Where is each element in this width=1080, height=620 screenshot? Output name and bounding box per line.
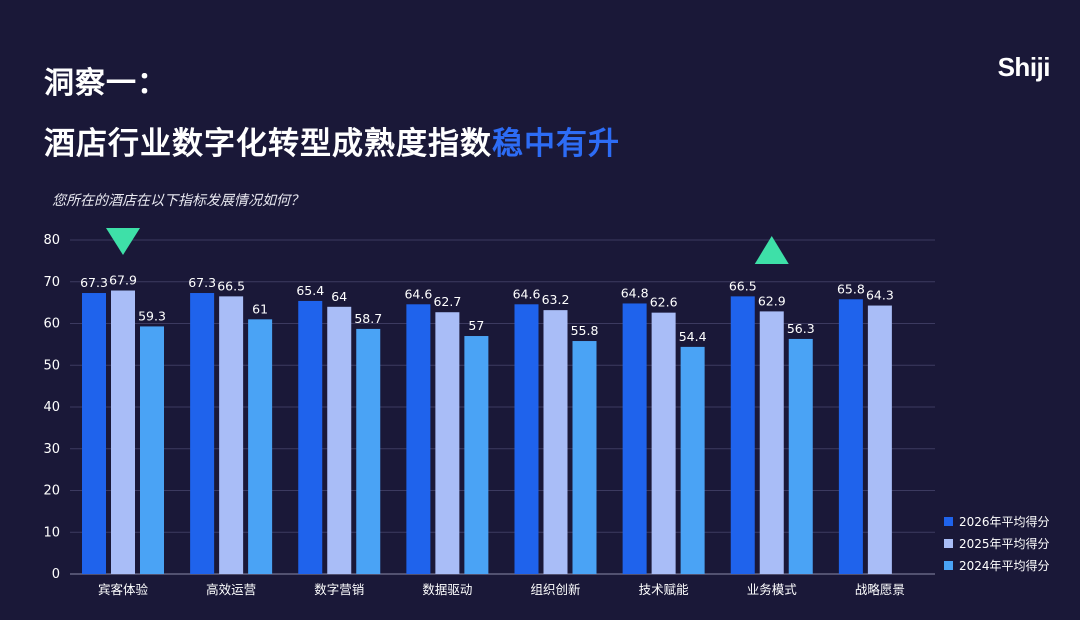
y-tick-label: 60	[43, 317, 60, 332]
data-label: 66.5	[729, 278, 757, 293]
bar	[82, 293, 106, 574]
x-tick-label: 数字营销	[314, 582, 364, 597]
legend-swatch	[944, 560, 953, 570]
data-label: 64.6	[513, 286, 541, 301]
legend-item: 2024年平均得分	[944, 554, 1050, 576]
data-label: 55.8	[571, 323, 599, 338]
y-tick-label: 20	[43, 484, 60, 499]
bar	[406, 304, 431, 574]
bar	[867, 305, 892, 574]
bar	[514, 304, 539, 574]
bar	[730, 296, 755, 574]
data-label: 66.5	[217, 278, 245, 293]
bar	[543, 310, 568, 574]
x-tick-label: 业务模式	[747, 582, 798, 597]
bar	[140, 326, 164, 574]
bar	[464, 336, 489, 574]
bar	[651, 312, 676, 574]
bar	[572, 341, 597, 574]
title-main-text: 酒店行业数字化转型成熟度指数	[44, 126, 492, 162]
data-label: 67.3	[80, 275, 108, 290]
data-label: 67.9	[109, 273, 137, 288]
data-label: 64.6	[404, 286, 432, 301]
data-label: 62.6	[650, 295, 678, 310]
title-highlight-text: 稳中有升	[492, 126, 620, 162]
bar	[788, 338, 813, 574]
y-tick-label: 30	[43, 442, 60, 457]
bar	[298, 300, 323, 574]
data-label: 65.8	[837, 281, 865, 296]
y-tick-label: 70	[43, 275, 60, 290]
data-label: 63.2	[542, 292, 570, 307]
x-tick-label: 技术赋能	[639, 582, 690, 597]
bar	[356, 328, 381, 574]
legend-label: 2025年平均得分	[959, 536, 1050, 551]
page-title-line2: 酒店行业数字化转型成熟度指数稳中有升	[44, 118, 620, 163]
x-tick-label: 组织创新	[530, 582, 580, 597]
data-label: 57	[468, 318, 484, 333]
legend-label: 2026年平均得分	[959, 514, 1050, 529]
bar	[248, 319, 273, 574]
trend-down-marker-icon	[106, 228, 140, 255]
page-title-line1: 洞察一：	[44, 66, 168, 101]
bar	[111, 290, 135, 574]
bar	[435, 312, 460, 574]
y-tick-label: 10	[43, 525, 60, 540]
legend-swatch	[944, 538, 953, 548]
data-label: 59.3	[138, 308, 166, 323]
data-label: 64.3	[866, 288, 894, 303]
chart-question: 您所在的酒店在以下指标发展情况如何？	[52, 193, 304, 209]
data-label: 62.9	[758, 293, 786, 308]
bar	[838, 299, 863, 574]
y-tick-label: 50	[43, 358, 60, 373]
data-label: 62.7	[433, 294, 461, 309]
y-tick-label: 0	[52, 567, 60, 582]
chart-legend: 2026年平均得分 2025年平均得分 2024年平均得分	[944, 510, 1050, 576]
data-label: 64.8	[621, 285, 649, 300]
data-label: 58.7	[354, 311, 382, 326]
data-label: 61	[252, 301, 268, 316]
data-label: 56.3	[787, 321, 815, 336]
bar	[680, 346, 705, 574]
bar	[190, 293, 215, 574]
y-tick-label: 40	[43, 400, 60, 415]
shiji-logo: Shiji	[997, 52, 1051, 82]
bar	[219, 296, 244, 574]
data-label: 54.4	[679, 329, 707, 344]
bar	[759, 311, 784, 574]
legend-item: 2026年平均得分	[944, 510, 1050, 532]
data-label: 65.4	[296, 283, 324, 298]
legend-label: 2024年平均得分	[959, 558, 1050, 573]
bar	[327, 306, 352, 574]
legend-item: 2025年平均得分	[944, 532, 1050, 554]
legend-swatch	[944, 516, 953, 526]
x-tick-label: 宾客体验	[98, 582, 149, 597]
data-label: 67.3	[188, 275, 216, 290]
data-label: 64	[331, 289, 347, 304]
x-tick-label: 高效运营	[206, 582, 256, 597]
trend-up-marker-icon	[754, 236, 789, 264]
bar	[622, 303, 647, 574]
x-tick-label: 数据驱动	[422, 582, 472, 597]
y-tick-label: 80	[43, 233, 60, 248]
x-tick-label: 战略愿景	[855, 582, 905, 597]
